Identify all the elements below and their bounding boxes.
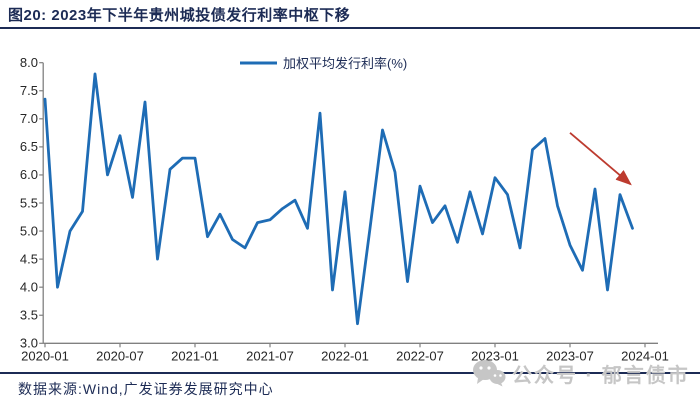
watermark-text: 公众号 · 郁言债市: [512, 364, 690, 387]
y-tick-label: 5.0: [20, 223, 38, 238]
x-tick-label: 2020-07: [96, 348, 144, 363]
x-tick-label: 2021-01: [171, 348, 219, 363]
chart-canvas: 8.0 7.5 7.0 6.5 6.0 5.5 5.0 4.5 4.0 3.5 3.02020-01…: [20, 55, 669, 363]
line-chart: 8.0 7.5 7.0 6.5 6.0 5.5 5.0 4.5 4.0 3.5 3.0 2020-01…: [0, 40, 700, 365]
y-tick-label: 6.5: [20, 139, 38, 154]
y-tick-label: 4.5: [20, 251, 38, 266]
trend-annotation: [569, 132, 632, 186]
y-tick-label: 6.0: [20, 167, 38, 182]
x-tick-label: 2024-01: [621, 348, 669, 363]
legend-label: 加权平均发行利率(%): [283, 56, 407, 71]
y-tick-label: 8.0: [20, 55, 38, 70]
wechat-icon: [473, 360, 506, 387]
y-tick-label: 4.0: [20, 279, 38, 294]
y-tick-label: 3.5: [20, 308, 38, 323]
axis-tick-labels: 8.0 7.5 7.0 6.5 6.0 5.5 5.0 4.5 4.0 3.5 3.02020-01…: [20, 55, 669, 363]
x-tick-label: 2023-07: [546, 348, 594, 363]
x-tick-label: 2022-07: [396, 348, 444, 363]
chart-legend: 加权平均发行利率(%): [240, 56, 407, 71]
downtrend-arrow: [569, 132, 632, 186]
x-tick-label: 2023-01: [471, 348, 519, 363]
x-tick-label: 2022-01: [321, 348, 369, 363]
data-source-note: 数据来源:Wind,广发证券发展研究中心: [18, 381, 274, 397]
y-tick-label: 7.0: [20, 111, 38, 126]
rate-line: [43, 72, 634, 326]
x-tick-label: 2021-07: [246, 348, 294, 363]
x-tick-label: 2020-01: [21, 348, 69, 363]
title-divider: [0, 27, 700, 29]
data-series: [43, 72, 634, 326]
chart-axes: [42, 62, 658, 344]
axis-ticks: [39, 62, 646, 348]
y-tick-label: 5.5: [20, 195, 38, 210]
y-tick-label: 7.5: [20, 83, 38, 98]
y-tick-label: 3.0: [20, 336, 38, 351]
footer-divider: [0, 372, 700, 374]
watermark: 公众号 · 郁言债市: [472, 356, 690, 390]
page-title: 图20: 2023年下半年贵州城投债发行利率中枢下移: [8, 7, 351, 24]
